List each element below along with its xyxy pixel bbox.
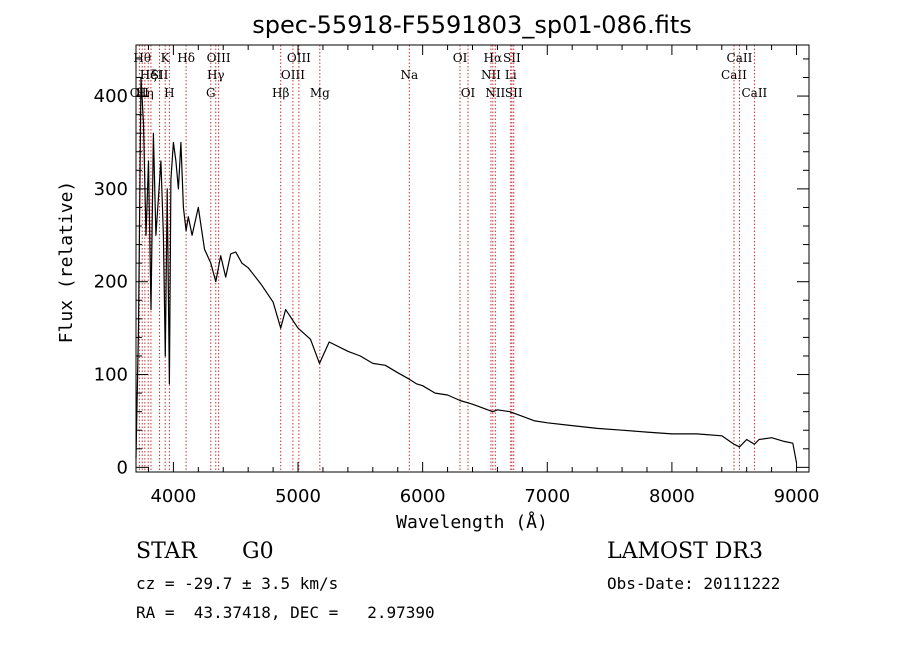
x-tick-label: 9000 [774,486,820,507]
x-axis-label: Wavelength (Å) [396,511,548,533]
line-label-16: Na [400,68,418,82]
line-label-12: Hβ [272,86,289,100]
redshift-velocity: cz = -29.7 ± 3.5 km/s [136,574,339,593]
line-label-14: OIII [287,51,311,65]
line-label-21: NII [485,86,505,100]
line-label-10: Hγ [207,68,225,82]
series-layer [135,76,798,463]
y-axis-label: Flux (relative) [56,181,77,344]
line-label-11: OIII [207,51,231,65]
y-tick-label: 0 [117,457,128,478]
x-tick-label: 6000 [400,486,446,507]
y-tick-label: 100 [94,365,128,386]
object-class: STAR [136,539,197,564]
y-tick-label: 200 [94,272,128,293]
y-tick-label: 300 [94,179,128,200]
line-label-17: OI [453,51,468,65]
line-label-24: SII [505,86,523,100]
x-tick-label: 7000 [524,486,570,507]
spectral-line-markers: OIIHθHηHζHeISIIKHHδGHγOIIIHβOIIIOIIIMgNa… [130,45,768,472]
series-line-flux [135,76,798,463]
line-label-15: Mg [310,86,330,100]
line-label-13: OIII [281,68,305,82]
line-label-6: K [161,51,171,65]
y-tick-label: 400 [94,86,128,107]
line-label-27: CaII [741,86,767,100]
plot-frame [135,44,810,473]
line-label-23: SII [503,51,521,65]
observation-date: Obs-Date: 20111222 [607,574,781,593]
line-label-9: G [206,86,216,100]
line-label-22: Li [505,68,517,82]
survey-name: LAMOST DR3 [607,539,763,564]
object-subclass: G0 [242,539,274,564]
line-label-5: SII [151,68,169,82]
axis-ticks: 4000 5000 6000 7000 8000 9000 0 100 200 300 400 [94,45,820,507]
x-tick-label: 5000 [275,486,321,507]
x-tick-label: 8000 [649,486,695,507]
sky-coordinates: RA = 43.37418, DEC = 2.97390 [136,603,435,622]
line-label-4: HeI [140,68,163,82]
line-label-20: Hα [484,51,503,65]
line-label-3: Hζ [140,68,157,82]
line-label-19: NII [481,68,501,82]
line-label-18: OI [461,86,476,100]
line-label-25: CaII [721,68,747,82]
line-label-8: Hδ [177,51,195,65]
line-label-26: CaII [727,51,753,65]
chart-title: spec-55918-F5591803_sp01-086.fits [252,11,691,39]
x-tick-label: 4000 [150,486,196,507]
line-label-1: Hθ [133,51,151,65]
line-label-7: H [164,86,174,100]
